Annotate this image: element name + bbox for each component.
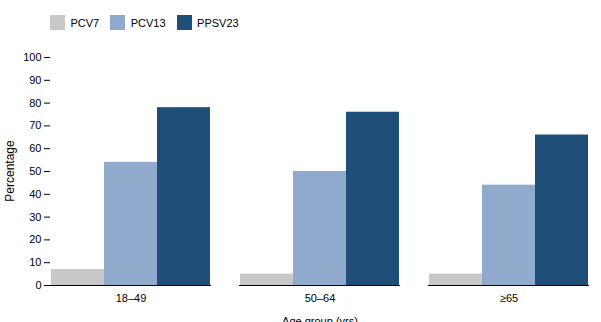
svg-text:20: 20 (29, 233, 41, 245)
html-text:PPSV23: PPSV23 (197, 16, 239, 29)
svg-text:60: 60 (29, 142, 41, 154)
svg-text:90: 90 (29, 73, 41, 85)
html-text:PCV7: PCV7 (70, 16, 100, 29)
svg-text:≥65: ≥65 (500, 292, 518, 304)
svg-text:40: 40 (29, 187, 41, 199)
svg-text:10: 10 (29, 256, 41, 268)
svg-text:70: 70 (29, 119, 41, 131)
svg-text:18–49: 18–49 (116, 292, 147, 304)
svg-text:Percentage: Percentage (3, 139, 17, 201)
svg-text:30: 30 (29, 210, 41, 222)
svg-text:80: 80 (29, 96, 41, 108)
svg-text:Age group (yrs): Age group (yrs) (282, 314, 358, 322)
svg-text:0: 0 (35, 279, 41, 291)
html-text:PCV13: PCV13 (130, 16, 166, 29)
svg-text:100: 100 (23, 51, 41, 63)
svg-text:50: 50 (29, 165, 41, 177)
svg-text:50–64: 50–64 (305, 292, 336, 304)
